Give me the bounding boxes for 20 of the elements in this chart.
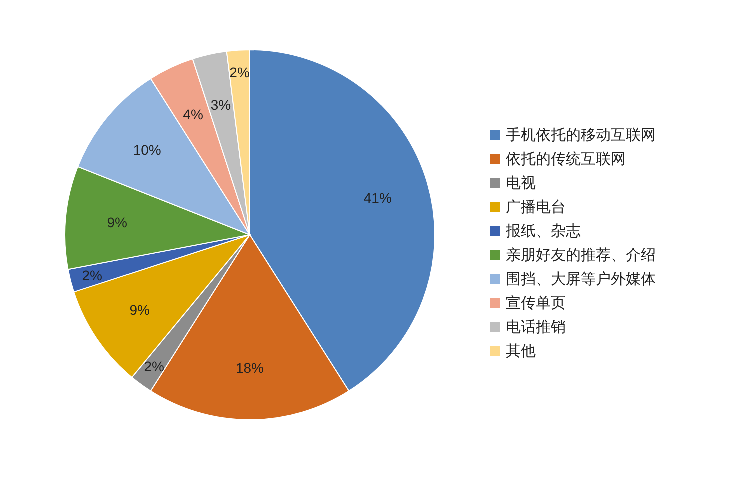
data-label: 3% (210, 97, 232, 114)
legend-label: 亲朋好友的推荐、介绍 (506, 247, 656, 264)
data-label: 2% (144, 358, 164, 375)
legend-label: 电话推销 (506, 319, 566, 336)
legend-label: 其他 (506, 343, 536, 360)
data-label: 10% (133, 142, 162, 158)
data-label: 2% (82, 267, 102, 284)
legend-label: 报纸、杂志 (505, 223, 581, 240)
legend-label: 手机依托的移动互联网 (506, 127, 656, 144)
legend-label: 依托的传统互联网 (506, 151, 626, 168)
legend-label: 围挡、大屏等户外媒体 (506, 271, 656, 288)
legend-label: 广播电台 (506, 199, 566, 216)
data-label: 9% (107, 214, 128, 230)
data-label: 41% (364, 190, 392, 206)
data-label: 2% (230, 64, 250, 81)
legend-label: 宣传单页 (506, 295, 566, 312)
data-label: 9% (130, 302, 150, 318)
legend-label: 电视 (506, 175, 536, 192)
data-label: 4% (183, 106, 204, 122)
data-label: 18% (236, 360, 264, 376)
